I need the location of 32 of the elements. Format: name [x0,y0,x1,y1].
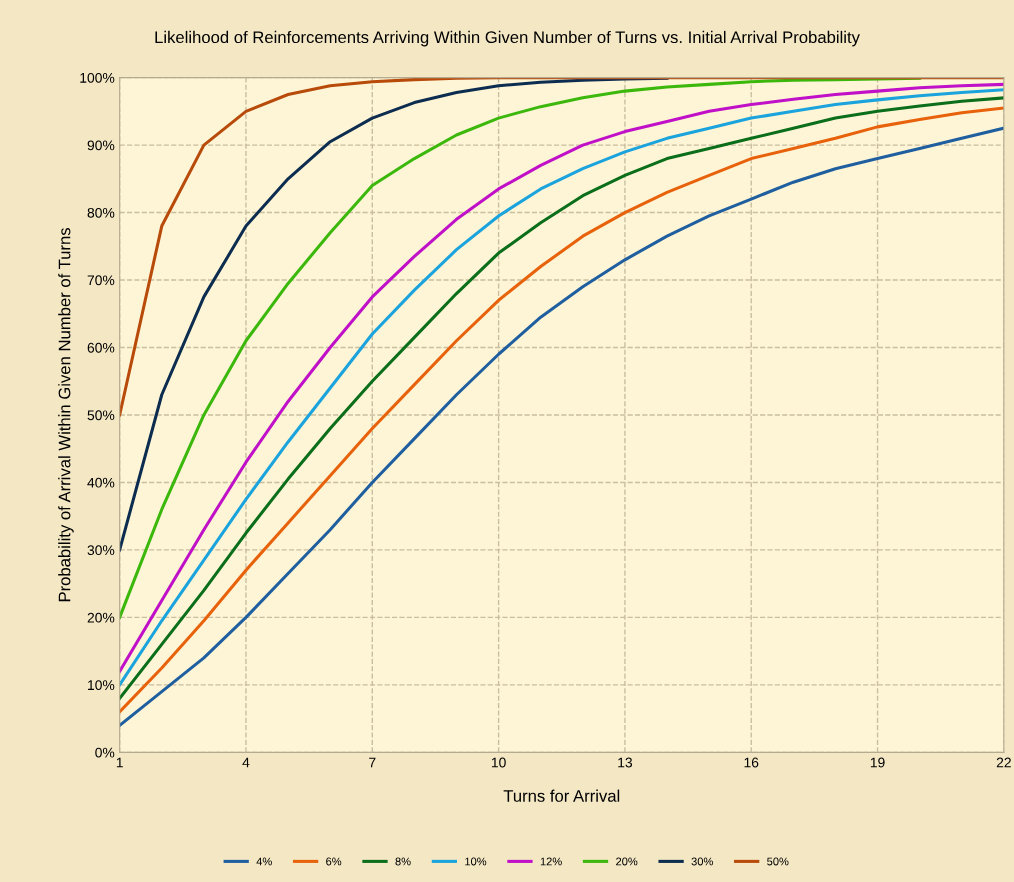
legend-label: 8% [395,857,411,866]
chart-title: Likelihood of Reinforcements Arriving Within Given Number of Turns vs. Initial Arrival Probability [155,30,860,47]
y-tick-label: 90% [87,140,115,151]
legend-label: 6% [326,857,342,866]
y-tick-label: 10% [88,680,115,691]
x-tick-label: 7 [369,757,376,768]
y-tick-label: 0% [95,747,115,758]
x-tick-label: 19 [870,757,885,768]
y-tick-label: 40% [87,477,115,488]
x-tick-label: 4 [242,757,250,768]
line-series [119,77,669,552]
y-tick-label: 70% [87,275,115,286]
line-series [119,77,922,619]
y-tick-label: 60% [87,342,115,353]
legend-label: 10% [465,857,487,866]
x-tick-label: 1 [116,757,123,768]
x-axis-title: Turns for Arrival [503,789,620,802]
x-tick-label: 16 [744,757,759,768]
legend-label: 50% [767,857,789,866]
x-tick-label: 10 [491,757,506,768]
legend-label: 30% [691,857,713,866]
legend-label: 12% [540,857,562,866]
y-tick-label: 50% [87,410,115,421]
y-axis-title: Probability of Arrival Within Given Number of Turns [58,228,74,602]
y-tick-label: 100% [80,72,115,83]
y-tick-label: 20% [87,612,115,623]
x-tick-label: 22 [996,757,1011,768]
x-tick-label: 13 [618,757,633,768]
y-tick-label: 30% [87,545,115,556]
y-tick-label: 80% [87,207,115,218]
legend-label: 4% [256,857,272,866]
legend-label: 20% [616,857,638,866]
